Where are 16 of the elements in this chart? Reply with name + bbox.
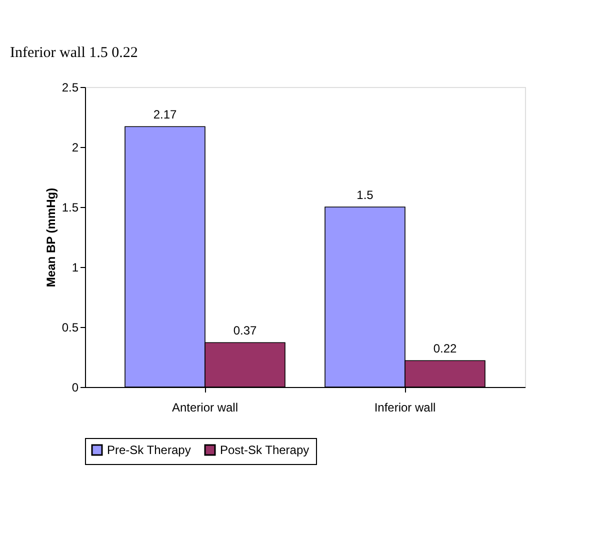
y-tick-label: 0 [72, 380, 79, 394]
text: Inferior wall 1.5 0.22 [10, 45, 138, 61]
y-tick-label: 1.5 [62, 200, 79, 214]
data-label: 0.37 [233, 324, 257, 338]
data-label: 1.5 [356, 188, 374, 202]
x-tick-label: Anterior wall [172, 400, 238, 414]
y-tick-label: 2 [72, 140, 79, 154]
legend-label: Pre-Sk Therapy [107, 443, 191, 457]
y-tick-label: 1 [72, 260, 79, 274]
x-tick-label: Inferior wall [374, 400, 436, 414]
y-tick-label: 2.5 [62, 80, 79, 94]
data-label: 2.17 [153, 108, 177, 122]
data-label: 0.22 [433, 342, 457, 356]
y-tick-label: 0.5 [62, 320, 79, 334]
y-axis-title: Mean BP (mmHg) [44, 188, 58, 288]
legend-label: Post-Sk Therapy [220, 443, 310, 457]
